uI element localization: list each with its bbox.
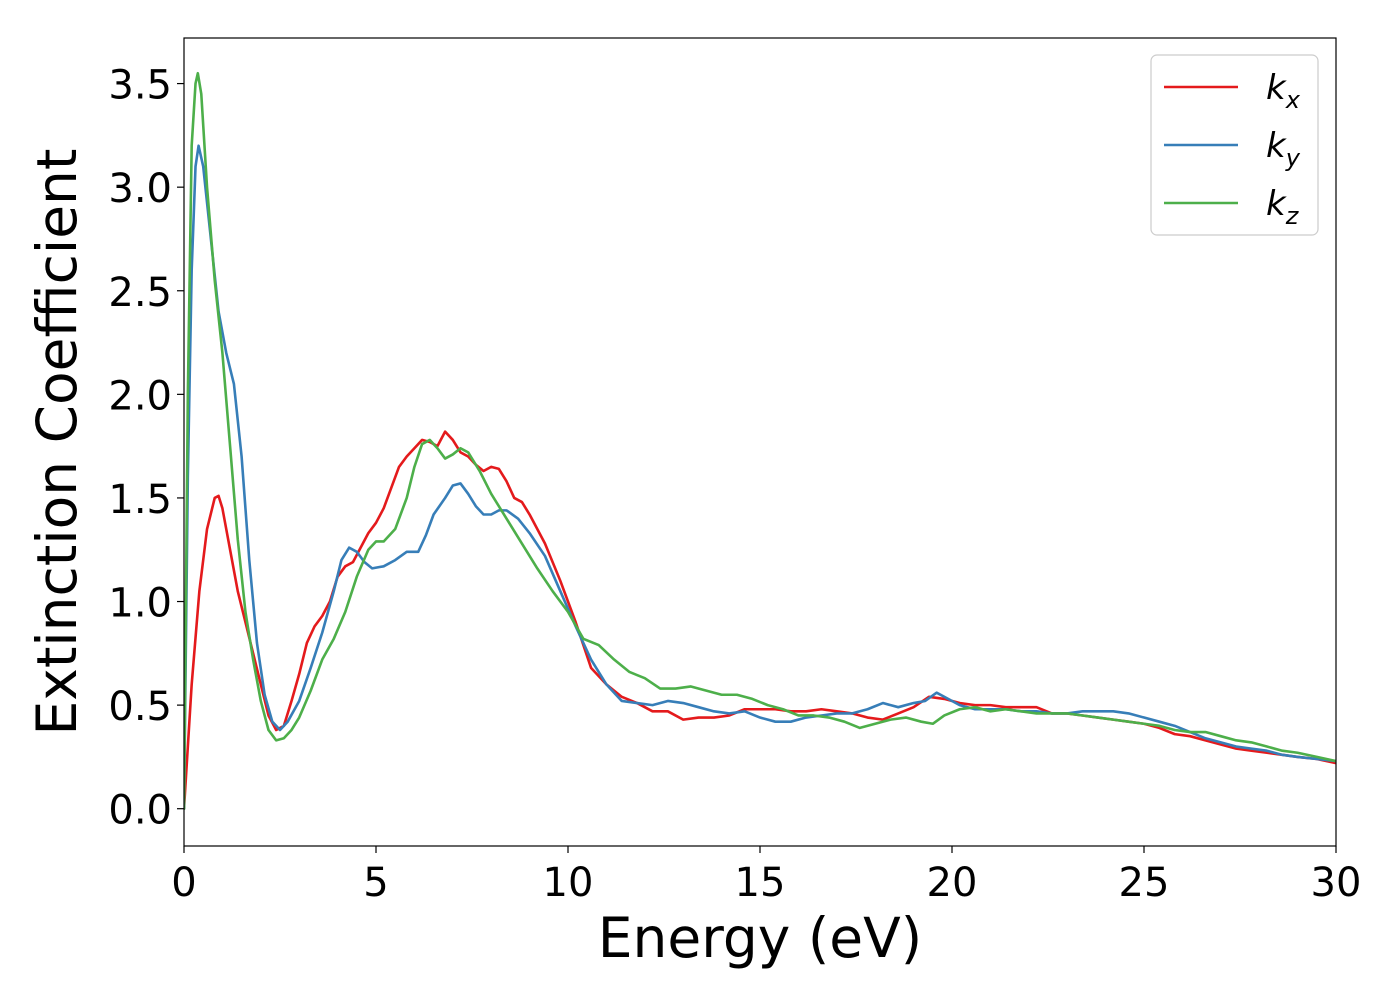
legend-label-y: ky <box>1266 126 1301 172</box>
y-tick-label: 1.5 <box>108 477 172 523</box>
x-tick-label: 0 <box>171 860 196 906</box>
y-tick-label: 3.0 <box>108 166 172 212</box>
y-tick-label: 0.5 <box>108 684 172 730</box>
x-tick-label: 10 <box>543 860 594 906</box>
y-axis-ticks: 0.0 0.5 1.0 1.5 2.0 2.5 3.0 3.5 <box>108 63 184 834</box>
x-axis-ticks: 0 5 10 15 20 25 30 <box>171 846 1361 906</box>
x-tick-label: 25 <box>1119 860 1170 906</box>
y-axis-label: Extinction Coefficient <box>25 149 89 736</box>
y-tick-label: 2.0 <box>108 373 172 419</box>
y-tick-label: 1.0 <box>108 581 172 627</box>
x-tick-label: 30 <box>1311 860 1362 906</box>
series-line-y <box>184 144 1336 811</box>
y-tick-label: 2.5 <box>108 270 172 316</box>
x-tick-label: 5 <box>363 860 388 906</box>
series-line-z <box>184 71 1336 811</box>
x-tick-label: 20 <box>927 860 978 906</box>
legend-label-z: kz <box>1266 184 1300 230</box>
x-axis-label: Energy (eV) <box>598 906 922 970</box>
x-tick-label: 15 <box>735 860 786 906</box>
y-tick-label: 3.5 <box>108 63 172 109</box>
legend-label-x: kx <box>1266 68 1301 114</box>
legend: kx ky kz <box>1150 54 1319 236</box>
series-lines <box>184 71 1336 811</box>
y-tick-label: 0.0 <box>108 788 172 834</box>
plot-area-background <box>184 38 1336 846</box>
